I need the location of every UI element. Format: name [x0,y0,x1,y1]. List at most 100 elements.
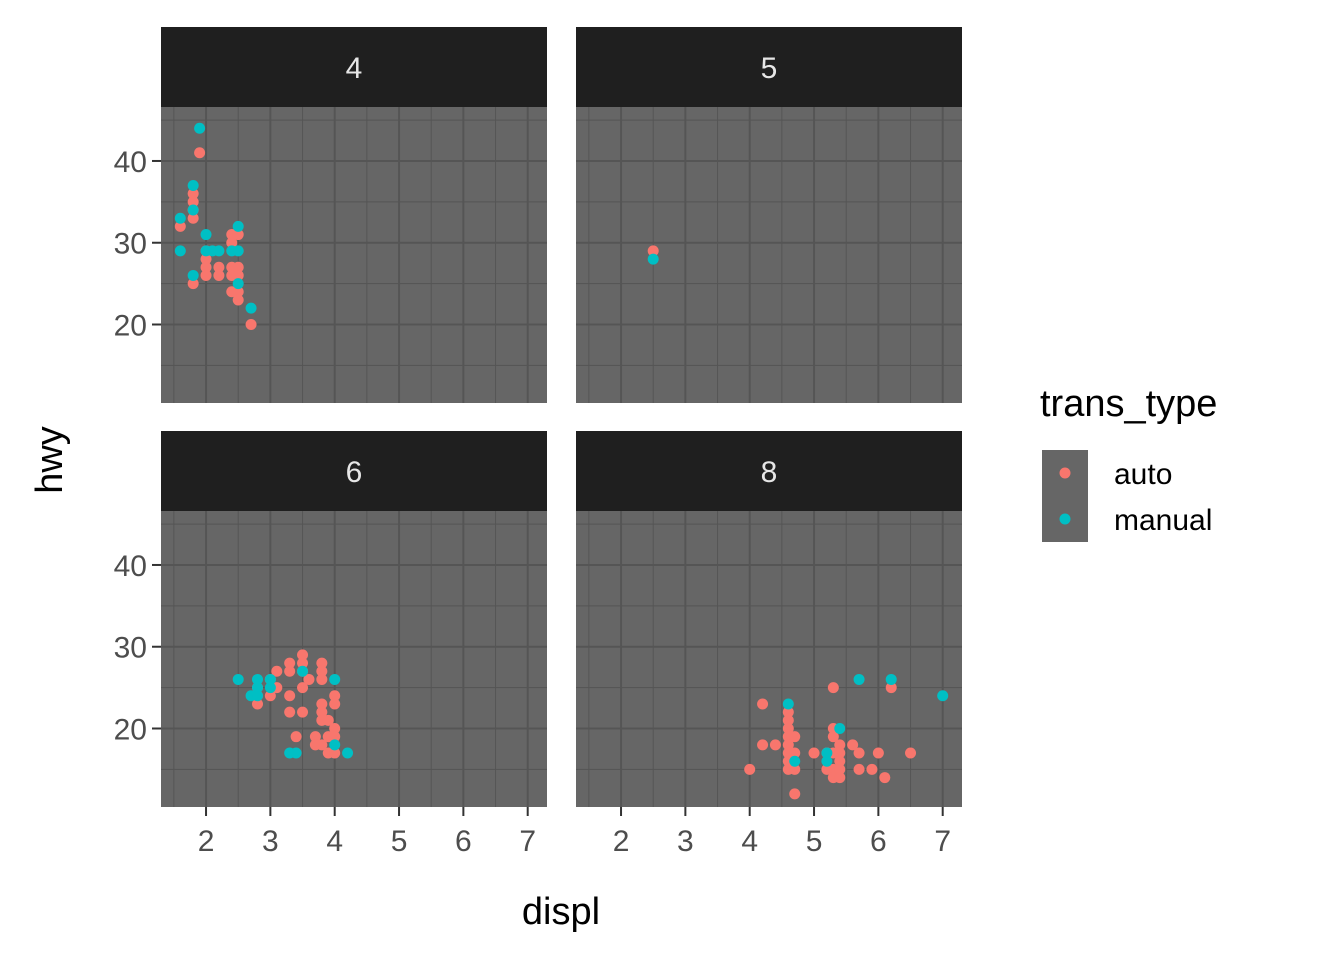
point-auto [297,649,309,661]
point-auto [316,657,328,669]
point-manual [194,122,206,134]
point-manual [213,245,225,257]
point-manual [232,278,244,290]
point-auto [782,706,794,718]
point-auto [789,731,801,743]
point-manual [187,179,199,191]
point-auto [847,739,859,751]
point-auto [316,665,328,677]
y-tick-label: 30 [114,228,147,261]
point-auto [905,747,917,759]
point-auto [213,261,225,273]
x-tick-label: 3 [677,825,694,858]
point-auto [329,747,341,759]
y-tick-label: 20 [114,310,147,343]
y-tick-label: 40 [114,550,147,583]
point-auto [232,261,244,273]
point-manual [789,755,801,767]
legend-key-point-manual [1059,513,1071,525]
x-tick-label: 5 [806,825,823,858]
point-auto [187,278,199,290]
point-auto [757,698,769,710]
point-auto [284,665,296,677]
point-auto [226,237,238,249]
point-auto [789,763,801,775]
point-manual [834,723,846,735]
point-auto [329,698,341,710]
point-auto [309,731,321,743]
y-tick-label: 20 [114,714,147,747]
point-auto [290,731,302,743]
x-tick-label: 2 [613,825,630,858]
point-auto [782,723,794,735]
legend-key-point-auto [1059,467,1071,479]
point-auto [284,690,296,702]
point-manual [187,204,199,216]
point-auto [174,220,186,232]
point-auto [834,772,846,784]
point-auto [647,245,659,257]
point-auto [200,253,212,265]
point-auto [866,763,878,775]
point-auto [316,673,328,685]
point-manual [264,682,276,694]
point-auto [885,682,897,694]
point-auto [187,196,199,208]
legend-label-manual: manual [1114,504,1212,537]
point-auto [789,747,801,759]
x-tick-label: 6 [870,825,887,858]
point-auto [232,294,244,306]
x-tick-label: 7 [519,825,536,858]
point-manual [647,253,659,265]
point-auto [789,788,801,800]
point-manual [252,682,263,694]
point-auto [232,269,244,281]
point-auto [782,739,794,751]
point-manual [821,747,833,759]
legend-label-auto: auto [1114,458,1172,491]
facet-strip [161,431,547,511]
point-auto [245,319,257,331]
point-auto [834,747,846,759]
point-manual [174,212,186,224]
point-manual [245,302,257,314]
point-auto [297,657,309,669]
point-auto [213,269,225,281]
point-manual [232,220,244,232]
panel-background [161,511,547,807]
point-auto [834,755,846,767]
facet-strip [161,27,547,107]
point-auto [853,747,865,759]
point-auto [853,763,865,775]
point-manual [187,269,199,281]
x-tick-label: 5 [391,825,408,858]
point-auto [232,286,244,298]
point-manual [264,673,276,685]
point-auto [827,731,839,743]
panel-background [161,107,547,403]
x-tick-label: 6 [455,825,472,858]
point-auto [200,261,212,273]
point-manual [782,698,794,710]
point-auto [322,714,334,726]
point-auto [316,698,328,710]
point-auto [769,739,781,751]
point-auto [187,188,199,200]
point-manual [252,673,263,685]
y-tick-label: 30 [114,632,147,665]
x-tick-label: 7 [934,825,951,858]
point-auto [782,714,794,726]
x-tick-label: 4 [741,825,758,858]
point-auto [200,269,212,281]
legend-title: trans_type [1040,383,1217,425]
point-auto [284,657,296,669]
point-auto [329,690,341,702]
point-auto [264,690,276,702]
point-auto [827,682,839,694]
point-manual [821,755,833,767]
point-manual [252,690,263,702]
point-auto [284,706,296,718]
y-tick-label: 40 [114,146,147,179]
point-manual [853,673,865,685]
